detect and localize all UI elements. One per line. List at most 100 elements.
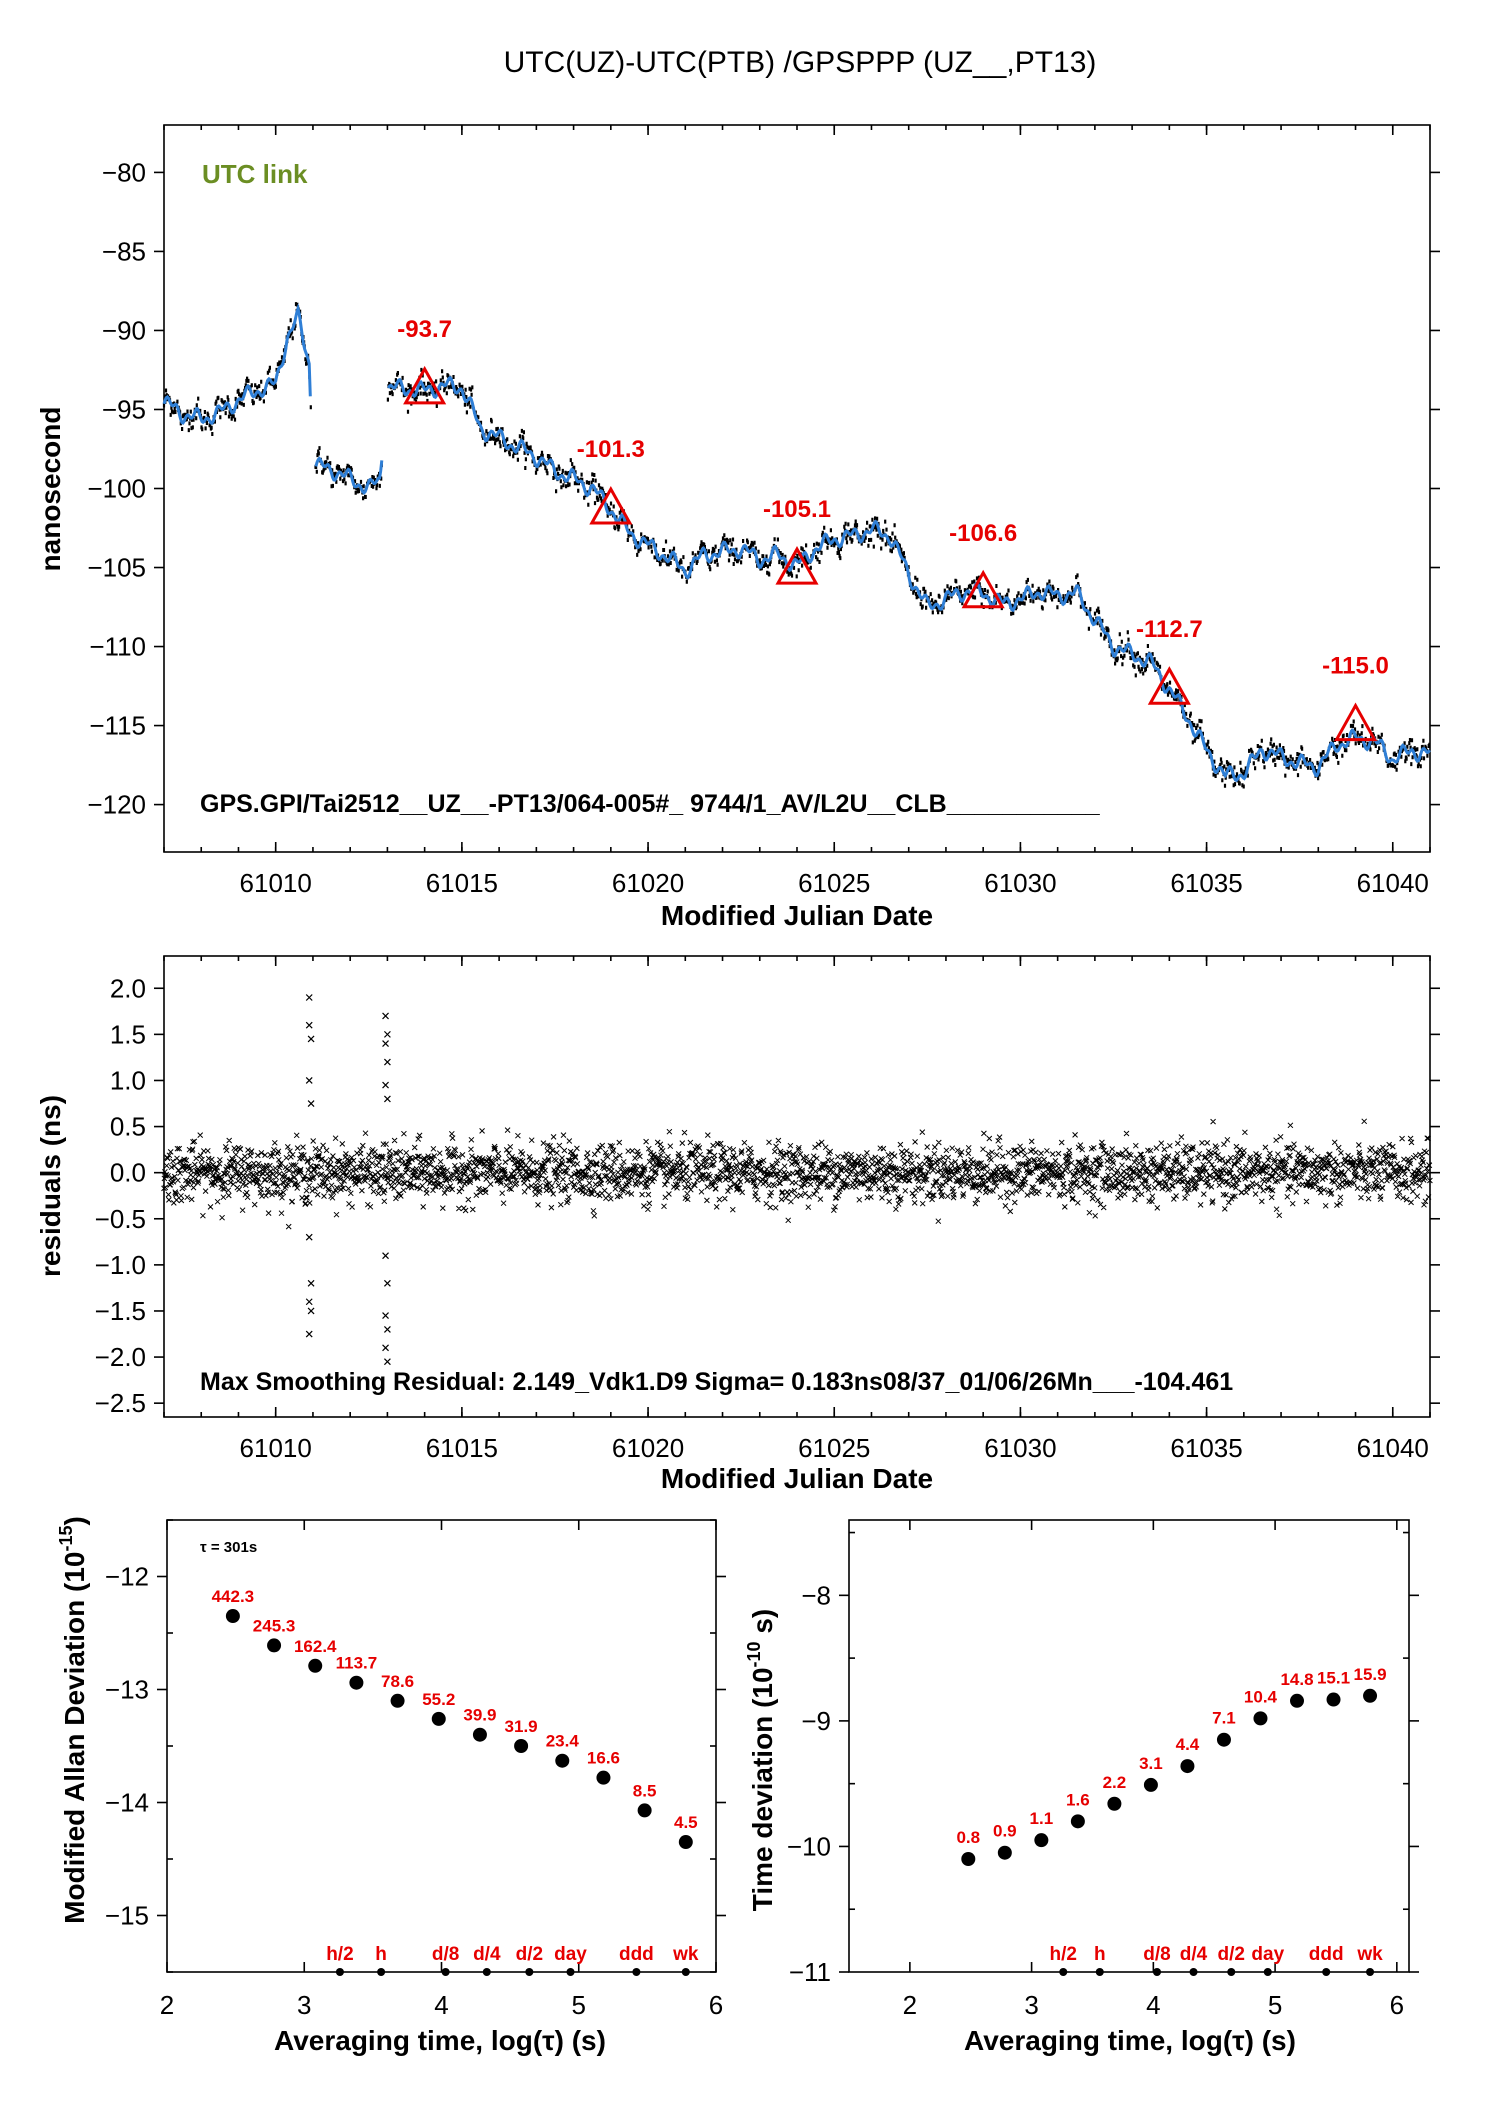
y-tick-label: −120	[87, 790, 146, 820]
triangle-marker	[589, 485, 633, 525]
x-tick-label: 61015	[426, 868, 498, 898]
residual-outlier	[382, 1040, 389, 1048]
y-tick-label: −0.5	[95, 1204, 146, 1234]
residual-outlier	[305, 1330, 313, 1338]
tau-marker-dot	[441, 1968, 450, 1976]
y-tick-label: −9	[801, 1706, 831, 1736]
y-tick-label: −13	[105, 1675, 149, 1705]
panel-residuals: 61010 61015 61020 61025 61030 61035 61040 2.0 1.…	[35, 955, 1440, 1494]
panel-modified-allan-deviation: 2 3 4 5 6 −12 −13 −14 −15 442.3 245.3 162.4113.778…	[56, 1516, 726, 2056]
residual-outlier	[383, 1358, 391, 1366]
y-tick-label: 0.0	[110, 1158, 146, 1188]
residual-outlier	[382, 1081, 389, 1089]
point-value-label: 0.9	[993, 1822, 1017, 1841]
tau-marker-dot	[1095, 1968, 1104, 1976]
point-value-label: 15.9	[1353, 1665, 1386, 1684]
deviation-point	[1070, 1814, 1085, 1829]
point-value-label: 1.1	[1030, 1809, 1054, 1828]
y-axis-label-group: Time deviation (10-10 s)	[744, 1609, 778, 1912]
point-value-label: 3.1	[1139, 1754, 1163, 1773]
point-value-label: 0.8	[956, 1828, 980, 1847]
residual-points	[161, 994, 1433, 1366]
x-tick-label: 6	[1390, 1990, 1404, 2020]
tau-marker-label: wk	[672, 1944, 699, 1965]
tau-marker-dot	[566, 1968, 575, 1976]
tau-marker-label: d/4	[1180, 1944, 1208, 1965]
deviation-point	[961, 1852, 976, 1866]
x-axis-label: Averaging time, log(τ) (s)	[274, 2025, 606, 2056]
tau-marker-dot	[632, 1968, 641, 1976]
deviation-point	[390, 1693, 405, 1708]
deviation-point	[472, 1727, 487, 1742]
triangle-label: -93.7	[397, 316, 452, 343]
measurement-points	[162, 302, 1431, 789]
point-value-label: 162.4	[294, 1637, 337, 1656]
x-tick-label: 61035	[1170, 868, 1242, 898]
y-tick-label: −15	[105, 1901, 149, 1931]
y-tick-label: −2.0	[95, 1342, 146, 1372]
x-tick-label: 6	[709, 1990, 723, 2020]
tau-marker-dot	[335, 1968, 344, 1976]
tau-marker-label: wk	[1356, 1944, 1383, 1965]
y-axis-label-group: Modified Allan Deviation (10-15)	[56, 1516, 90, 1924]
residuals-footer: Max Smoothing Residual: 2.149_Vdk1.D9 Si…	[200, 1368, 1233, 1396]
deviation-point	[1326, 1692, 1341, 1707]
tau-marker-dot	[1153, 1968, 1161, 1976]
y-axis-label: Modified Allan Deviation (10-15)	[56, 1516, 90, 1924]
residual-outlier	[382, 1312, 389, 1320]
triangle-marker	[961, 569, 1005, 609]
deviation-point	[1180, 1759, 1195, 1774]
point-value-label: 2.2	[1103, 1773, 1127, 1792]
residual-outlier	[305, 1077, 313, 1084]
y-tick-label: −10	[787, 1831, 831, 1861]
link-footer: GPS.GPI/Tai2512__UZ__-PT13/064-005#_ 974…	[200, 790, 1101, 818]
deviation-point	[1253, 1711, 1268, 1726]
residual-outlier	[307, 1035, 315, 1043]
triangle-label: -115.0	[1322, 653, 1389, 680]
point-value-label: 23.4	[546, 1732, 580, 1751]
point-value-label: 4.5	[674, 1813, 698, 1832]
residual-outlier	[305, 1021, 313, 1029]
x-tick-label: 3	[1024, 1990, 1038, 2020]
x-tick-label: 4	[1146, 1990, 1160, 2020]
point-value-label: 39.9	[463, 1706, 496, 1725]
tdev-points: 0.8 0.9 1.1 1.6 2.2 3.1 4.4 7.1 10.414.8 15.1 15.9…	[849, 1531, 1409, 1976]
axes-ticks: 2 3 4 5 6 −12 −13 −14 −15	[105, 1520, 726, 2020]
deviation-point	[514, 1739, 529, 1753]
residual-outlier	[383, 1058, 391, 1066]
x-tick-label: 61030	[984, 868, 1056, 898]
tau-marker-label: d/4	[473, 1944, 501, 1965]
utc-link-label: UTC link	[202, 159, 308, 189]
x-tick-label: 61010	[240, 868, 312, 898]
y-tick-label: −100	[87, 474, 146, 504]
axes-ticks: 61010 61015 61020 61025 61030 61035 61040 −80 −8…	[87, 125, 1440, 898]
tau-marker-label: h/2	[326, 1944, 353, 1965]
x-axis-label: Averaging time, log(τ) (s)	[964, 2025, 1296, 2056]
residual-outlier	[382, 1252, 389, 1260]
deviation-point	[555, 1753, 570, 1768]
x-axis-label: Modified Julian Date	[661, 900, 933, 931]
x-tick-label: 61040	[1357, 868, 1429, 898]
y-tick-label: 2.0	[110, 973, 146, 1003]
triangle-label: -112.7	[1136, 616, 1203, 643]
point-value-label: 55.2	[422, 1690, 455, 1709]
smoothed-line	[387, 375, 1431, 783]
y-tick-label: −95	[102, 394, 146, 424]
deviation-point	[1107, 1796, 1122, 1811]
x-tick-label: 61010	[240, 1433, 312, 1463]
y-tick-label: −2.5	[95, 1388, 146, 1418]
y-axis-label: residuals (ns)	[35, 1095, 66, 1277]
tau-marker-label: h	[375, 1944, 387, 1965]
point-value-label: 10.4	[1244, 1687, 1278, 1706]
figure-title: UTC(UZ)-UTC(PTB) /GPSPPP (UZ__,PT13)	[504, 46, 1097, 79]
panel-time-deviation: 2 3 4 5 6 −8 −9 −10 −11 0.8 0.9 1.1 1.6 2.2 3.1 4.4 7.1…	[744, 1519, 1419, 2056]
deviation-point	[225, 1609, 240, 1624]
tau-marker-dot	[681, 1968, 690, 1976]
x-tick-label: 61020	[612, 1433, 684, 1463]
residual-outlier	[307, 1307, 315, 1315]
triangle-label: -105.1	[763, 496, 831, 523]
plot-frame	[848, 1519, 1410, 1973]
deviation-point	[267, 1638, 282, 1653]
point-value-label: 31.9	[505, 1717, 538, 1736]
